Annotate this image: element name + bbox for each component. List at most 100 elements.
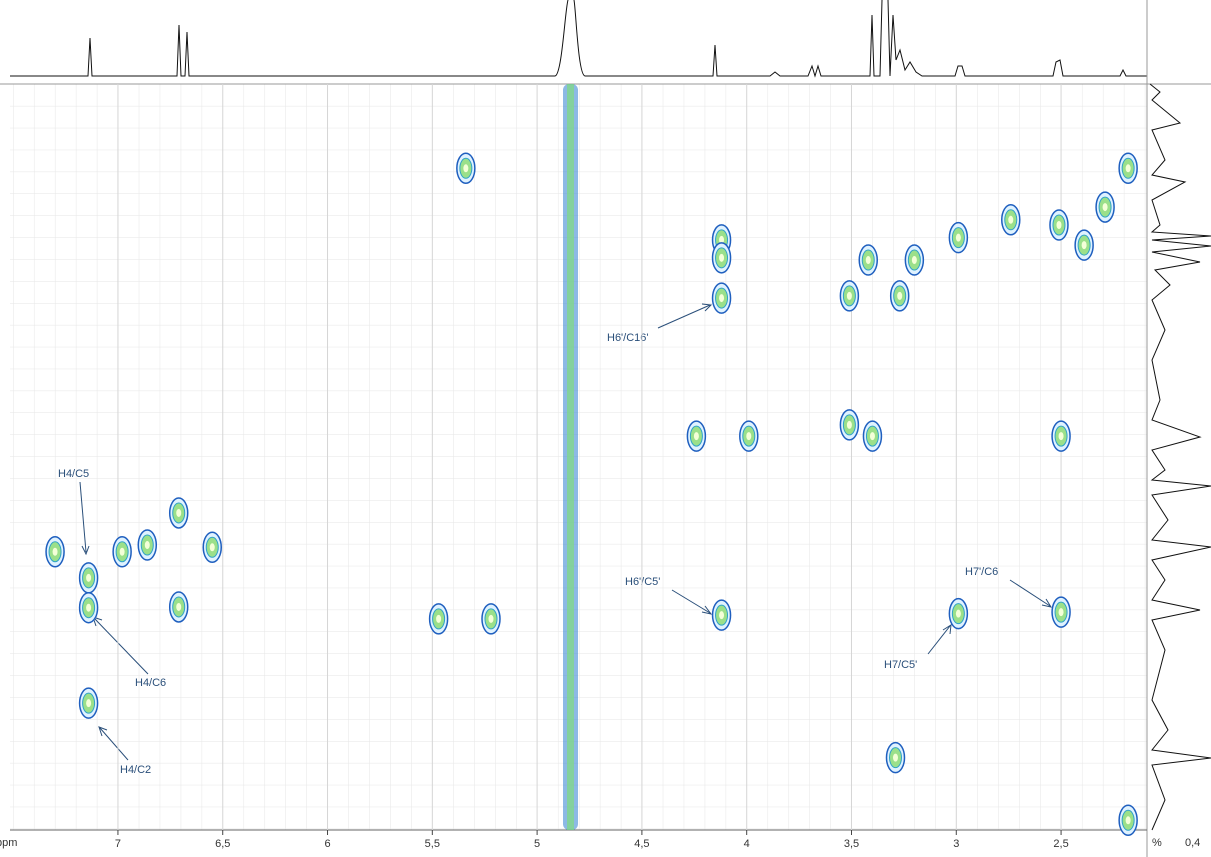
peak-core: [119, 547, 125, 556]
arrow: [1009, 579, 1053, 608]
cross-peak: [711, 242, 732, 274]
cross-peak: [78, 687, 99, 719]
cross-peak: [202, 531, 222, 564]
x-tick-label: 5,5: [425, 838, 440, 850]
peak-core: [209, 543, 215, 552]
peak-core: [86, 699, 92, 708]
cross-peak: [456, 152, 476, 185]
peak-core: [693, 432, 699, 441]
peak-core: [86, 603, 92, 612]
cross-peak: [839, 409, 860, 441]
peak-core: [865, 256, 871, 265]
x-tick-label: 6,5: [215, 838, 230, 850]
x-tick-label: 3,5: [844, 838, 859, 850]
x-tick-label: 6: [324, 838, 330, 850]
arrow: [98, 726, 129, 761]
cross-peak: [168, 497, 189, 529]
peak-core: [719, 611, 725, 620]
x-tick-label: 5: [534, 838, 540, 850]
plot-background: [10, 84, 1147, 830]
cross-peak: [481, 603, 501, 635]
peak-core: [719, 235, 725, 244]
peak-core: [892, 753, 898, 762]
cross-peak: [1051, 420, 1071, 452]
x-tick-label: 2,5: [1053, 838, 1068, 850]
cross-peak: [1118, 804, 1138, 837]
solvent-stripe-core: [567, 84, 574, 830]
cross-peak: [885, 741, 906, 774]
peak-core: [955, 233, 961, 242]
cross-peak: [1074, 229, 1094, 261]
cross-peak: [739, 420, 759, 452]
top-projection: [10, 0, 1147, 78]
peak-core: [846, 291, 852, 300]
cross-peak: [78, 591, 99, 624]
right-projection: [1149, 83, 1211, 831]
peak-core: [911, 256, 917, 265]
cross-peak: [112, 535, 132, 568]
cross-peak: [948, 221, 969, 254]
annotation: H4/C2: [120, 764, 151, 776]
annotation: H4/C6: [135, 677, 166, 689]
cross-peak: [1095, 191, 1115, 223]
peak-core: [897, 291, 903, 300]
peak-core: [1125, 816, 1131, 825]
arrow: [927, 624, 952, 655]
x-tick-label: 4,5: [634, 838, 649, 850]
cross-peak: [1051, 596, 1071, 628]
peak-core: [488, 614, 494, 623]
peak-core: [144, 541, 150, 550]
peak-core: [1125, 164, 1131, 173]
annotations: H4/C5 H4/C6 H4/C2 H6'/C16' H6'/C5' H7/C5…: [58, 303, 1053, 776]
peak-core: [1056, 220, 1062, 229]
annotation: H4/C5: [58, 468, 89, 480]
x-tick-label: 4: [744, 838, 750, 850]
arrow: [671, 589, 713, 615]
arrow: [79, 481, 90, 556]
peak-core: [1102, 203, 1108, 212]
cross-peak: [904, 244, 925, 276]
cross-peak: [1049, 209, 1069, 241]
peak-core: [846, 420, 852, 429]
cross-peak: [45, 535, 65, 568]
cross-peak: [889, 280, 910, 312]
x-axis-label: ppm: [0, 837, 17, 849]
arrow: [657, 303, 713, 329]
cross-peak: [137, 529, 158, 561]
annotation: H7'/C6: [965, 566, 998, 578]
peak-core: [86, 573, 92, 582]
cross-peak: [862, 420, 883, 452]
cross-peak: [839, 280, 860, 312]
right-axis-unit: %: [1152, 837, 1162, 849]
annotation: H6'/C5': [625, 576, 660, 588]
peak-core: [463, 164, 469, 173]
peak-core: [1058, 608, 1064, 617]
peak-core: [1081, 241, 1087, 250]
cross-peak: [428, 603, 449, 635]
cross-peak: [711, 599, 732, 631]
cross-peak: [711, 282, 732, 314]
annotation: H7/C5': [884, 659, 917, 671]
annotation: H6'/C16': [607, 332, 649, 344]
peak-core: [719, 294, 725, 303]
cross-peak: [78, 562, 99, 594]
peak-core: [436, 614, 442, 623]
peak-core: [719, 253, 725, 262]
peak-core: [746, 432, 752, 441]
peak-core: [1008, 215, 1014, 224]
cross-peak: [1118, 152, 1138, 185]
peak-core: [1058, 432, 1064, 441]
peak-core: [869, 432, 875, 441]
peak-core: [955, 609, 961, 618]
right-axis-tick: 0,4: [1185, 837, 1200, 849]
cross-peak: [858, 244, 879, 276]
cross-peak: [686, 420, 707, 452]
peak-core: [52, 547, 58, 556]
x-tick-label: 7: [115, 838, 121, 850]
cross-peak: [948, 597, 969, 630]
x-tick-label: 3: [953, 838, 959, 850]
cross-peak: [168, 591, 189, 623]
peak-core: [176, 508, 182, 517]
